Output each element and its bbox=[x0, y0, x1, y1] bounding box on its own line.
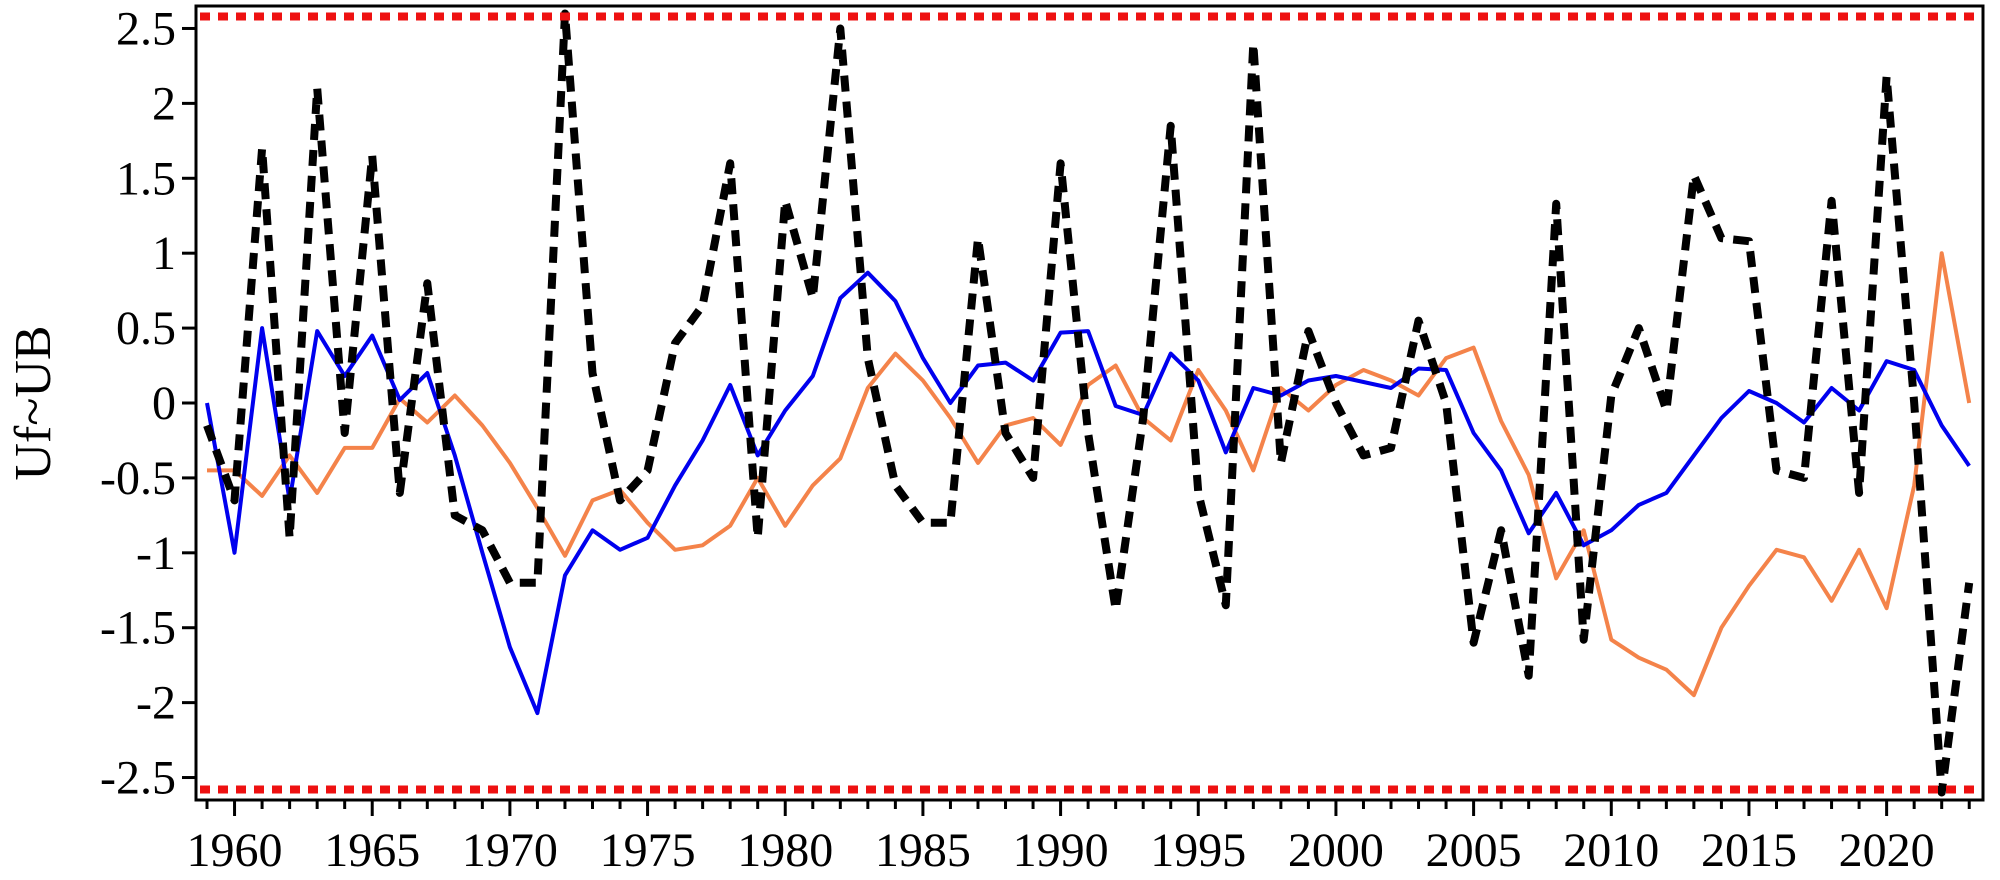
y-tick-label: 1.5 bbox=[116, 152, 176, 205]
x-tick-label: 1990 bbox=[1013, 824, 1109, 877]
y-tick-label: -1 bbox=[136, 527, 176, 580]
x-tick-label: 1965 bbox=[324, 824, 420, 877]
x-tick-label: 2015 bbox=[1701, 824, 1797, 877]
x-tick-label: 2005 bbox=[1426, 824, 1522, 877]
threshold-layer bbox=[200, 12, 1979, 794]
y-axis-ticks: 2.5 2 1.5 1 0.5 0 -0.5 -1 -1.5 -2 -2.5 bbox=[100, 2, 196, 805]
x-tick-label: 1995 bbox=[1150, 824, 1246, 877]
y-axis-label: Uf~UB bbox=[5, 325, 62, 480]
y-tick-label: 2.5 bbox=[116, 2, 176, 55]
y-tick-label: -0.5 bbox=[100, 452, 176, 505]
y-tick-label: 0 bbox=[152, 377, 176, 430]
plot-frame bbox=[194, 4, 1985, 802]
x-tick-label: 1985 bbox=[875, 824, 971, 877]
y-tick-label: -2 bbox=[136, 677, 176, 730]
y-tick-label: -2.5 bbox=[100, 752, 176, 805]
y-tick-label: 0.5 bbox=[116, 302, 176, 355]
x-tick-label: 2000 bbox=[1288, 824, 1384, 877]
x-tick-label: 1960 bbox=[187, 824, 283, 877]
series-layer bbox=[203, 9, 1974, 797]
series-line-0 bbox=[205, 270, 1971, 716]
x-tick-label: 2020 bbox=[1839, 824, 1935, 877]
series-line-2 bbox=[203, 9, 1974, 797]
series-line-1 bbox=[207, 251, 1972, 698]
x-tick-label: 1975 bbox=[600, 824, 696, 877]
y-tick-label: 2 bbox=[152, 77, 176, 130]
x-tick-label: 2010 bbox=[1563, 824, 1659, 877]
y-tick-label: 1 bbox=[152, 227, 176, 280]
x-axis-ticks: 1960 1965 1970 1975 1980 1985 1990 1995 2000 2005… bbox=[187, 800, 1971, 877]
x-tick-label: 1980 bbox=[737, 824, 833, 877]
y-tick-label: -1.5 bbox=[100, 602, 176, 655]
x-tick-label: 1970 bbox=[462, 824, 558, 877]
